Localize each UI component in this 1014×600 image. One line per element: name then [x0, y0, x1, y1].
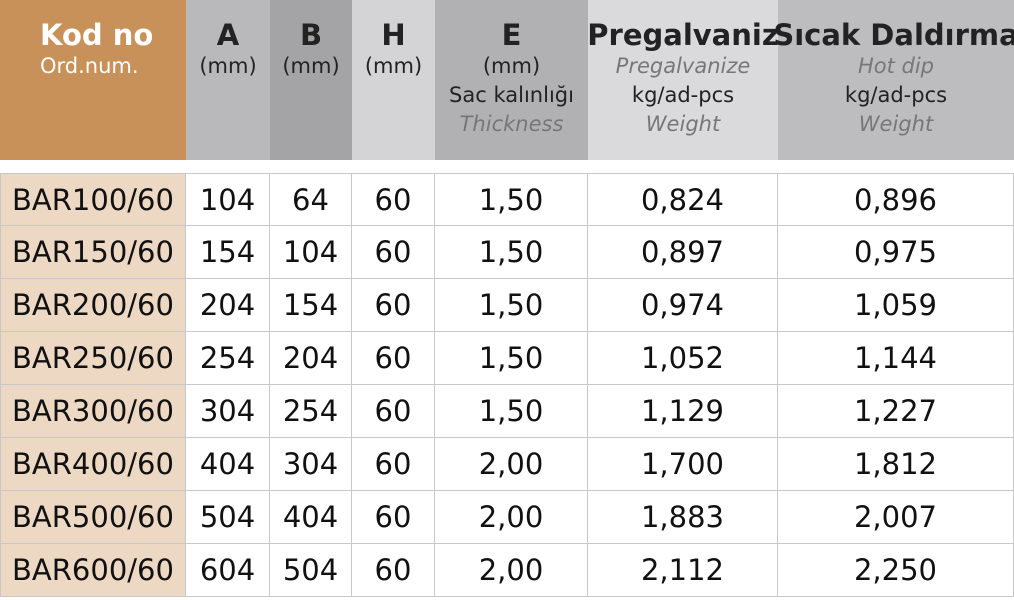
header-title: Pregalvaniz — [587, 18, 779, 52]
value-cell: 1,052 — [588, 332, 778, 385]
value-cell: 60 — [352, 173, 435, 226]
value-cell: 254 — [270, 385, 352, 438]
value-cell: 1,700 — [588, 438, 778, 491]
value-cell: 0,896 — [778, 173, 1014, 226]
value-cell: 1,50 — [435, 173, 588, 226]
value-cell: 2,00 — [435, 438, 588, 491]
header-e: E (mm) Sac kalınlığı Thickness — [435, 0, 588, 160]
header-line: Hot dip — [857, 54, 935, 78]
code-cell: BAR250/60 — [0, 332, 186, 385]
code-cell: BAR300/60 — [0, 385, 186, 438]
value-cell: 304 — [270, 438, 352, 491]
value-cell: 0,975 — [778, 226, 1014, 279]
header-line: Sac kalınlığı — [449, 83, 574, 107]
value-cell: 64 — [270, 173, 352, 226]
value-cell: 154 — [186, 226, 270, 279]
value-cell: 2,00 — [435, 491, 588, 544]
value-cell: 304 — [186, 385, 270, 438]
value-cell: 404 — [186, 438, 270, 491]
header-title: E — [501, 18, 522, 52]
value-cell: 154 — [270, 279, 352, 332]
value-cell: 2,00 — [435, 544, 588, 597]
header-title: A — [216, 18, 240, 52]
value-cell: 504 — [270, 544, 352, 597]
code-cell: BAR200/60 — [0, 279, 186, 332]
value-cell: 0,974 — [588, 279, 778, 332]
value-cell: 1,129 — [588, 385, 778, 438]
value-cell: 60 — [352, 279, 435, 332]
value-cell: 1,50 — [435, 385, 588, 438]
header-title: Sıcak Daldırma — [773, 18, 1014, 52]
value-cell: 0,897 — [588, 226, 778, 279]
header-pregalvaniz: Pregalvaniz Pregalvanize kg/ad-pcs Weigh… — [587, 0, 779, 160]
header-line: (mm) — [199, 54, 257, 78]
value-cell: 204 — [270, 332, 352, 385]
value-cell: 1,883 — [588, 491, 778, 544]
header-line: kg/ad-pcs — [631, 83, 735, 107]
value-cell: 1,812 — [778, 438, 1014, 491]
header-title: B — [299, 18, 323, 52]
value-cell: 104 — [186, 173, 270, 226]
value-cell: 2,112 — [588, 544, 778, 597]
value-cell: 104 — [270, 226, 352, 279]
value-cell: 204 — [186, 279, 270, 332]
code-cell: BAR500/60 — [0, 491, 186, 544]
header-line: Weight — [858, 112, 934, 136]
header-sicak: Sıcak Daldırma Hot dip kg/ad-pcs Weight — [773, 0, 1014, 160]
value-cell: 604 — [186, 544, 270, 597]
value-cell: 254 — [186, 332, 270, 385]
header-code: Kod no Ord.num. — [0, 0, 186, 160]
value-cell: 60 — [352, 491, 435, 544]
value-cell: 60 — [352, 332, 435, 385]
header-h: H (mm) — [352, 0, 435, 160]
code-cell: BAR100/60 — [0, 173, 186, 226]
header-line: Ord.num. — [40, 54, 139, 78]
code-cell: BAR400/60 — [0, 438, 186, 491]
value-cell: 1,50 — [435, 279, 588, 332]
header-line: Pregalvanize — [615, 54, 751, 78]
header-line: kg/ad-pcs — [844, 83, 948, 107]
header-line: (mm) — [282, 54, 340, 78]
header-title: H — [381, 18, 406, 52]
header-b: B (mm) — [270, 0, 352, 160]
value-cell: 1,50 — [435, 332, 588, 385]
value-cell: 504 — [186, 491, 270, 544]
value-cell: 1,50 — [435, 226, 588, 279]
value-cell: 60 — [352, 385, 435, 438]
value-cell: 404 — [270, 491, 352, 544]
header-line: (mm) — [364, 54, 423, 78]
value-cell: 60 — [352, 544, 435, 597]
value-cell: 1,227 — [778, 385, 1014, 438]
code-cell: BAR600/60 — [0, 544, 186, 597]
value-cell: 60 — [352, 438, 435, 491]
header-title: Kod no — [40, 18, 154, 52]
code-cell: BAR150/60 — [0, 226, 186, 279]
header-line: Weight — [645, 112, 721, 136]
value-cell: 1,144 — [778, 332, 1014, 385]
value-cell: 0,824 — [588, 173, 778, 226]
value-cell: 2,007 — [778, 491, 1014, 544]
header-line: Thickness — [459, 112, 564, 136]
value-cell: 60 — [352, 226, 435, 279]
value-cell: 2,250 — [778, 544, 1014, 597]
value-cell: 1,059 — [778, 279, 1014, 332]
header-a: A (mm) — [186, 0, 270, 160]
header-line: (mm) — [482, 54, 541, 78]
